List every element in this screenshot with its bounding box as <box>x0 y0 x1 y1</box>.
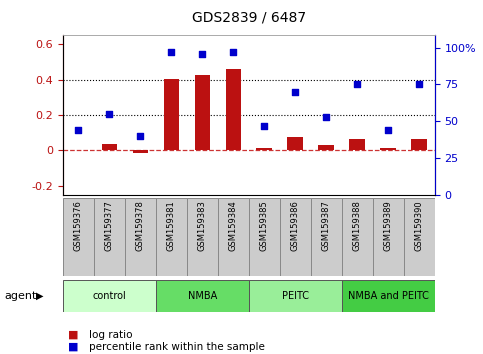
Bar <box>381 148 396 150</box>
Bar <box>342 280 435 312</box>
Bar <box>280 198 311 276</box>
Point <box>415 81 423 87</box>
Point <box>322 114 330 120</box>
Text: NMBA: NMBA <box>187 291 217 301</box>
Bar <box>226 69 241 150</box>
Point <box>354 81 361 87</box>
Point <box>105 111 113 117</box>
Text: ▶: ▶ <box>36 291 44 301</box>
Text: GSM159390: GSM159390 <box>415 201 424 251</box>
Text: percentile rank within the sample: percentile rank within the sample <box>89 342 265 352</box>
Text: GSM159377: GSM159377 <box>105 201 114 251</box>
Text: ■: ■ <box>68 342 78 352</box>
Bar <box>63 280 156 312</box>
Text: GSM159387: GSM159387 <box>322 201 331 251</box>
Text: log ratio: log ratio <box>89 330 133 339</box>
Point <box>74 127 82 133</box>
Text: ■: ■ <box>68 330 78 339</box>
Bar <box>249 198 280 276</box>
Bar <box>412 139 427 150</box>
Bar <box>404 198 435 276</box>
Text: GSM159378: GSM159378 <box>136 201 145 251</box>
Point <box>229 49 237 55</box>
Bar <box>311 198 342 276</box>
Text: GSM159384: GSM159384 <box>229 201 238 251</box>
Bar <box>187 198 218 276</box>
Point <box>384 127 392 133</box>
Text: GSM159376: GSM159376 <box>74 201 83 251</box>
Bar <box>132 150 148 153</box>
Text: GSM159383: GSM159383 <box>198 201 207 251</box>
Point <box>136 133 144 139</box>
Text: control: control <box>92 291 126 301</box>
Point <box>199 51 206 56</box>
Bar <box>342 198 373 276</box>
Point <box>291 89 299 95</box>
Text: GSM159386: GSM159386 <box>291 201 300 251</box>
Text: GSM159389: GSM159389 <box>384 201 393 251</box>
Bar <box>164 79 179 150</box>
Bar <box>156 198 187 276</box>
Text: GSM159385: GSM159385 <box>260 201 269 251</box>
Bar <box>71 149 86 150</box>
Bar <box>125 198 156 276</box>
Bar <box>256 148 272 150</box>
Bar <box>350 139 365 150</box>
Bar <box>249 280 342 312</box>
Bar <box>63 198 94 276</box>
Point <box>260 123 268 129</box>
Bar <box>287 137 303 150</box>
Bar <box>318 145 334 150</box>
Text: NMBA and PEITC: NMBA and PEITC <box>348 291 428 301</box>
Text: GSM159388: GSM159388 <box>353 201 362 251</box>
Bar <box>101 144 117 150</box>
Text: GDS2839 / 6487: GDS2839 / 6487 <box>192 11 306 25</box>
Bar <box>94 198 125 276</box>
Text: GSM159381: GSM159381 <box>167 201 176 251</box>
Bar <box>218 198 249 276</box>
Text: agent: agent <box>5 291 37 301</box>
Bar <box>195 75 210 150</box>
Point <box>168 49 175 55</box>
Text: PEITC: PEITC <box>282 291 309 301</box>
Bar <box>373 198 404 276</box>
Bar <box>156 280 249 312</box>
